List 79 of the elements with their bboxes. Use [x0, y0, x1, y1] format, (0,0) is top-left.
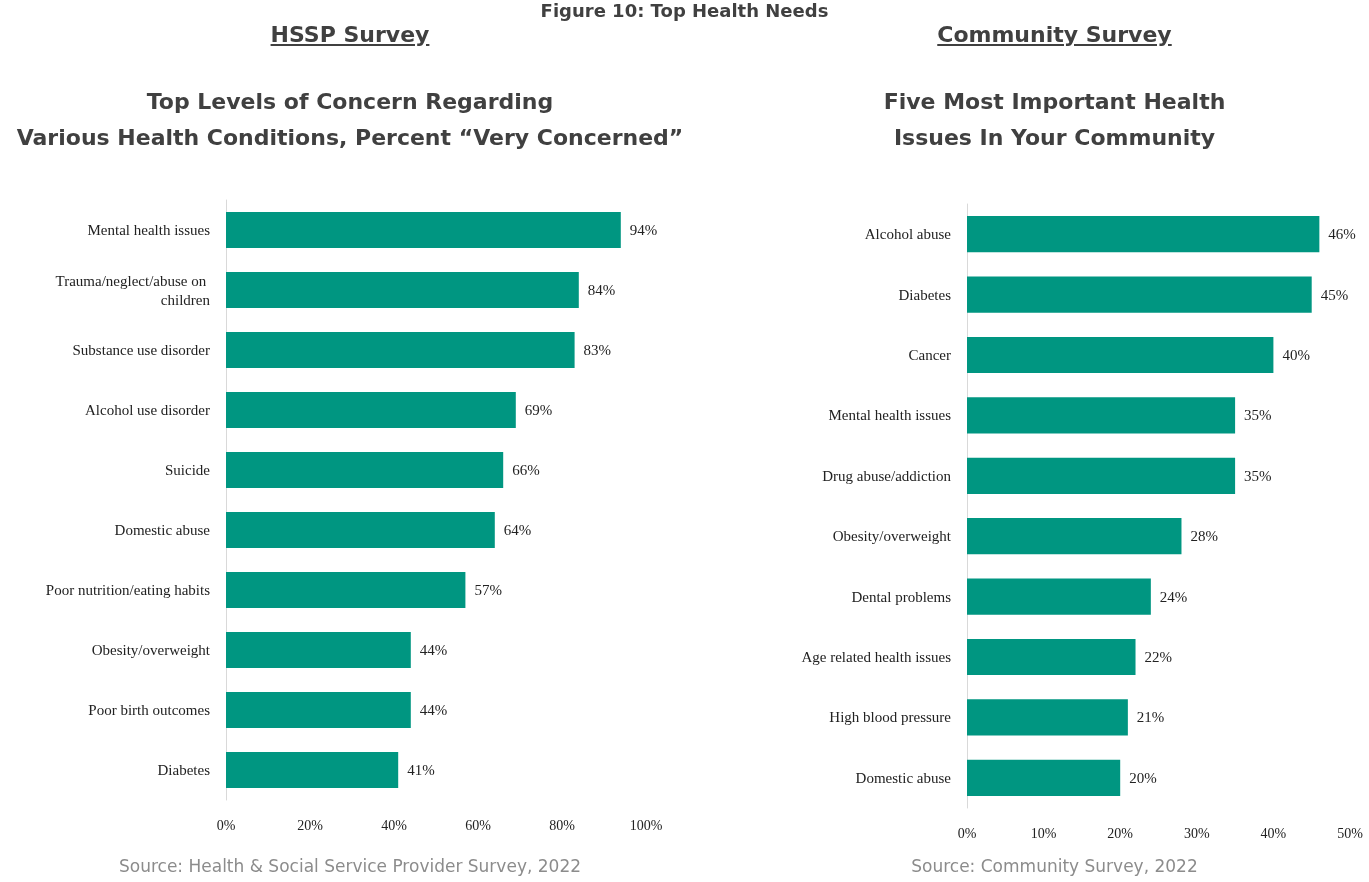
chart-subtitle: Community Survey	[936, 22, 1173, 47]
bar	[967, 336, 1274, 374]
bar	[226, 692, 411, 728]
y-tick-label: Domestic abuse	[114, 522, 211, 538]
data-label: 44%	[419, 642, 448, 658]
data-label: 83%	[583, 342, 612, 358]
data-label: 66%	[512, 462, 540, 478]
y-tick-label: Mental health issues	[828, 407, 952, 424]
data-label: 40%	[1282, 347, 1310, 363]
bar	[967, 578, 1151, 615]
bar	[967, 397, 1236, 434]
data-label: 45%	[1320, 286, 1349, 303]
data-label: 44%	[419, 702, 448, 718]
data-label: 24%	[1159, 588, 1188, 605]
data-label: 28%	[1190, 528, 1218, 545]
y-tick-label: Diabetes	[157, 762, 211, 778]
x-tick-label: 20%	[1107, 825, 1134, 841]
bar	[226, 752, 399, 788]
x-tick-label: 30%	[1183, 825, 1210, 841]
data-label: 94%	[629, 222, 658, 238]
y-tick-label: Poor nutrition/eating habits	[45, 582, 211, 598]
bar	[967, 699, 1128, 736]
x-tick-label: 0%	[957, 825, 977, 841]
data-label: 69%	[524, 402, 553, 418]
y-tick-label: Alcohol abuse	[864, 226, 952, 243]
bar	[226, 452, 504, 488]
data-label: 84%	[587, 282, 616, 298]
data-label: 21%	[1136, 709, 1165, 726]
y-tick-label: Alcohol use disorder	[85, 402, 210, 418]
bar	[226, 392, 516, 428]
chart-title: Top Levels of Concern Regarding Various Health Conditions, Percent “Very Concerned”	[15, 88, 685, 152]
data-label: 46%	[1328, 226, 1356, 243]
source-note: Source: Health & Social Service Provider Survey, 2022	[117, 856, 582, 876]
bar	[967, 638, 1136, 676]
bar	[967, 216, 1320, 253]
x-tick-label: 80%	[549, 817, 576, 833]
data-label: 41%	[407, 762, 435, 778]
x-tick-label: 10%	[1030, 825, 1057, 841]
x-tick-label: 50%	[1337, 825, 1364, 841]
bar	[967, 759, 1121, 796]
y-tick-label: Drug abuse/addiction	[822, 467, 952, 484]
bar	[226, 332, 575, 368]
y-tick-label: Diabetes	[898, 286, 952, 303]
bar	[226, 572, 466, 608]
y-tick-label: Age related health issues	[801, 649, 952, 665]
bar	[226, 512, 495, 548]
y-tick-label: Trauma/neglect/abuse on children	[55, 272, 211, 308]
y-tick-label: Cancer	[908, 347, 951, 363]
data-label: 22%	[1144, 649, 1173, 665]
x-tick-label: 20%	[297, 817, 324, 833]
caption: Figure 10: Top Health Needs	[539, 0, 830, 21]
bar	[226, 212, 621, 248]
bar	[226, 272, 579, 308]
y-tick-label: Substance use disorder	[72, 342, 210, 358]
data-label: 35%	[1244, 467, 1272, 484]
y-tick-label: Domestic abuse	[855, 769, 952, 786]
chart-title: Five Most Important Health Issues In Your Community	[882, 88, 1227, 152]
data-label: 64%	[503, 522, 532, 538]
x-tick-label: 0%	[216, 817, 236, 833]
bar	[967, 276, 1312, 313]
data-label: 57%	[474, 582, 502, 598]
bar	[226, 632, 411, 668]
y-tick-label: Dental problems	[851, 588, 952, 605]
data-label: 20%	[1129, 769, 1157, 786]
x-tick-label: 40%	[381, 817, 408, 833]
y-tick-label: Suicide	[165, 462, 211, 478]
bar	[967, 457, 1236, 494]
y-tick-label: High blood pressure	[829, 709, 952, 726]
y-tick-label: Mental health issues	[87, 222, 211, 238]
data-label: 35%	[1244, 407, 1272, 424]
x-tick-label: 40%	[1260, 825, 1287, 841]
x-tick-label: 60%	[465, 817, 492, 833]
x-tick-label: 100%	[629, 817, 663, 833]
bar	[967, 518, 1182, 555]
y-tick-label: Obesity/overweight	[91, 642, 211, 658]
chart-subtitle: HSSP Survey	[269, 22, 431, 47]
source-note: Source: Community Survey, 2022	[910, 856, 1199, 876]
y-tick-label: Obesity/overweight	[832, 528, 952, 545]
y-tick-label: Poor birth outcomes	[88, 702, 211, 718]
